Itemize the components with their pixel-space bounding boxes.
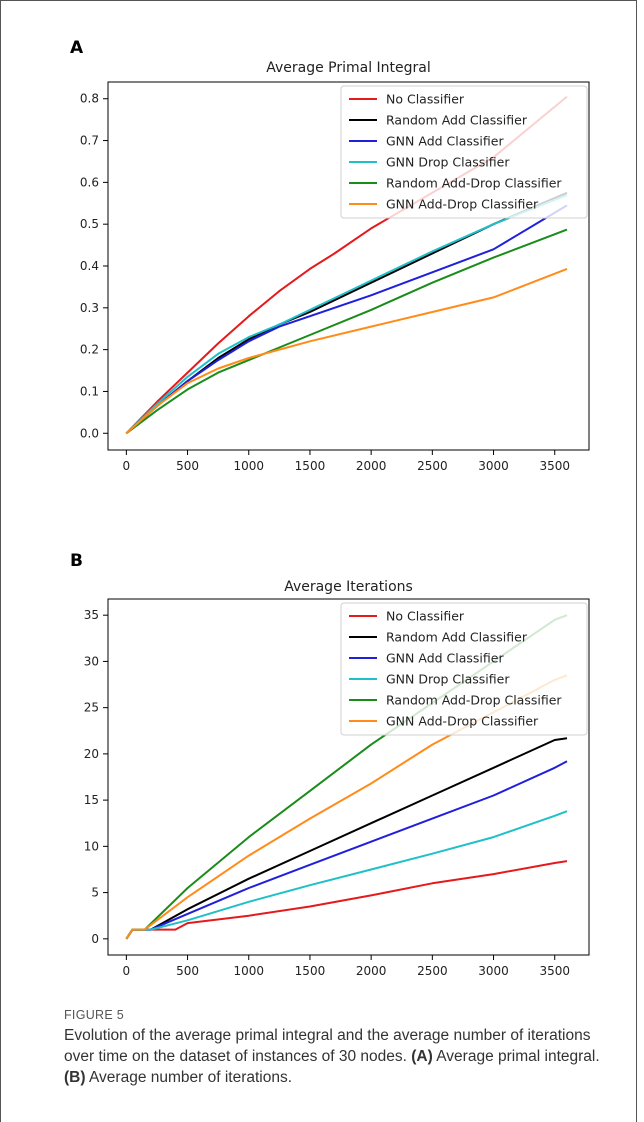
y-tick-label: 35 (84, 608, 99, 622)
frame-border-left (0, 0, 1, 1122)
y-tick-label: 0 (91, 932, 99, 946)
chart-title: Average Primal Integral (266, 60, 431, 76)
x-tick-label: 2500 (417, 459, 448, 473)
y-tick-label: 0.4 (80, 259, 99, 273)
x-tick-label: 500 (176, 964, 199, 978)
series-line-2 (125, 191, 568, 435)
x-tick-label: 3500 (539, 459, 570, 473)
legend-label: GNN Add-Drop Classifier (386, 197, 539, 212)
frame-border-right (636, 0, 637, 1122)
plot-frame (107, 598, 590, 956)
series-line-3 (125, 760, 568, 940)
x-tick-label: 0 (123, 964, 131, 978)
legend-label: GNN Drop Classifier (386, 155, 510, 170)
series-line-3 (125, 204, 568, 435)
caption-b-label: (B) (64, 1069, 86, 1086)
series-line-1 (125, 860, 568, 940)
legend-label: GNN Add-Drop Classifier (386, 714, 539, 729)
x-tick-label: 3000 (478, 964, 509, 978)
legend-label: Random Add Classifier (386, 113, 528, 128)
y-tick-label: 20 (84, 747, 99, 761)
y-tick-label: 0.1 (80, 384, 99, 398)
legend-label: Random Add-Drop Classifier (386, 693, 562, 708)
y-tick-label: 0.0 (80, 426, 99, 440)
y-tick-label: 0.5 (80, 217, 99, 231)
legend-box (340, 602, 588, 736)
series-group (125, 95, 568, 435)
y-tick-label: 30 (84, 654, 99, 668)
y-tick-label: 0.6 (80, 175, 99, 189)
x-tick-label: 1000 (233, 964, 264, 978)
y-tick-label: 0.2 (80, 343, 99, 357)
series-line-4 (125, 193, 568, 435)
panel-b-letter: B (70, 551, 83, 571)
legend-label: Random Add Classifier (386, 630, 528, 645)
x-tick-label: 1500 (295, 964, 326, 978)
caption-a-text: Average primal integral. (436, 1048, 600, 1065)
chart-primal-integral: Average Primal Integral 0 500 1000 1500 2000 2… (80, 60, 590, 473)
y-tick-label: 0.7 (80, 134, 99, 148)
x-tick-label: 3000 (478, 459, 509, 473)
series-group (125, 614, 568, 940)
caption-b-text: Average number of iterations. (88, 1069, 293, 1086)
caption-a-label: (A) (411, 1048, 433, 1065)
legend-box (340, 85, 588, 219)
legend-label: GNN Add Classifier (386, 651, 504, 666)
x-tick-label: 1000 (233, 459, 264, 473)
x-tick-label: 0 (123, 459, 131, 473)
x-tick-label: 3500 (539, 964, 570, 978)
panel-a-letter: A (70, 38, 84, 58)
y-tick-label: 5 (91, 886, 99, 900)
legend-label: GNN Add Classifier (386, 134, 504, 149)
figure-label: FIGURE 5 (64, 1008, 125, 1022)
y-tick-label: 0.8 (80, 92, 99, 106)
x-tick-label: 2000 (356, 964, 387, 978)
figure-caption: Evolution of the average primal integral… (64, 1025, 624, 1088)
y-tick-label: 10 (84, 839, 99, 853)
series-line-5 (125, 228, 568, 435)
y-tick-label: 25 (84, 701, 99, 715)
legend-label: No Classifier (386, 92, 465, 107)
chart-title: Average Iterations (284, 579, 413, 595)
frame-border-top (0, 0, 636, 1)
x-tick-label: 2000 (356, 459, 387, 473)
series-line-6 (125, 267, 568, 435)
chart-legend: No Classifier Random Add Classifier GNN Ad… (340, 85, 588, 219)
caption-main: Evolution of the average primal integral… (64, 1027, 591, 1065)
y-tick-label: 0.3 (80, 301, 99, 315)
legend-label: Random Add-Drop Classifier (386, 176, 562, 191)
x-tick-label: 500 (176, 459, 199, 473)
chart-iterations: Average Iterations 0 500 1000 1500 2000 2500 30… (84, 579, 590, 978)
series-line-4 (125, 810, 568, 940)
legend-label: No Classifier (386, 609, 465, 624)
x-tick-label: 1500 (295, 459, 326, 473)
legend-label: GNN Drop Classifier (386, 672, 510, 687)
x-tick-label: 2500 (417, 964, 448, 978)
series-line-2 (125, 737, 568, 940)
chart-legend: No Classifier Random Add Classifier GNN Ad… (340, 602, 588, 736)
y-tick-label: 15 (84, 793, 99, 807)
